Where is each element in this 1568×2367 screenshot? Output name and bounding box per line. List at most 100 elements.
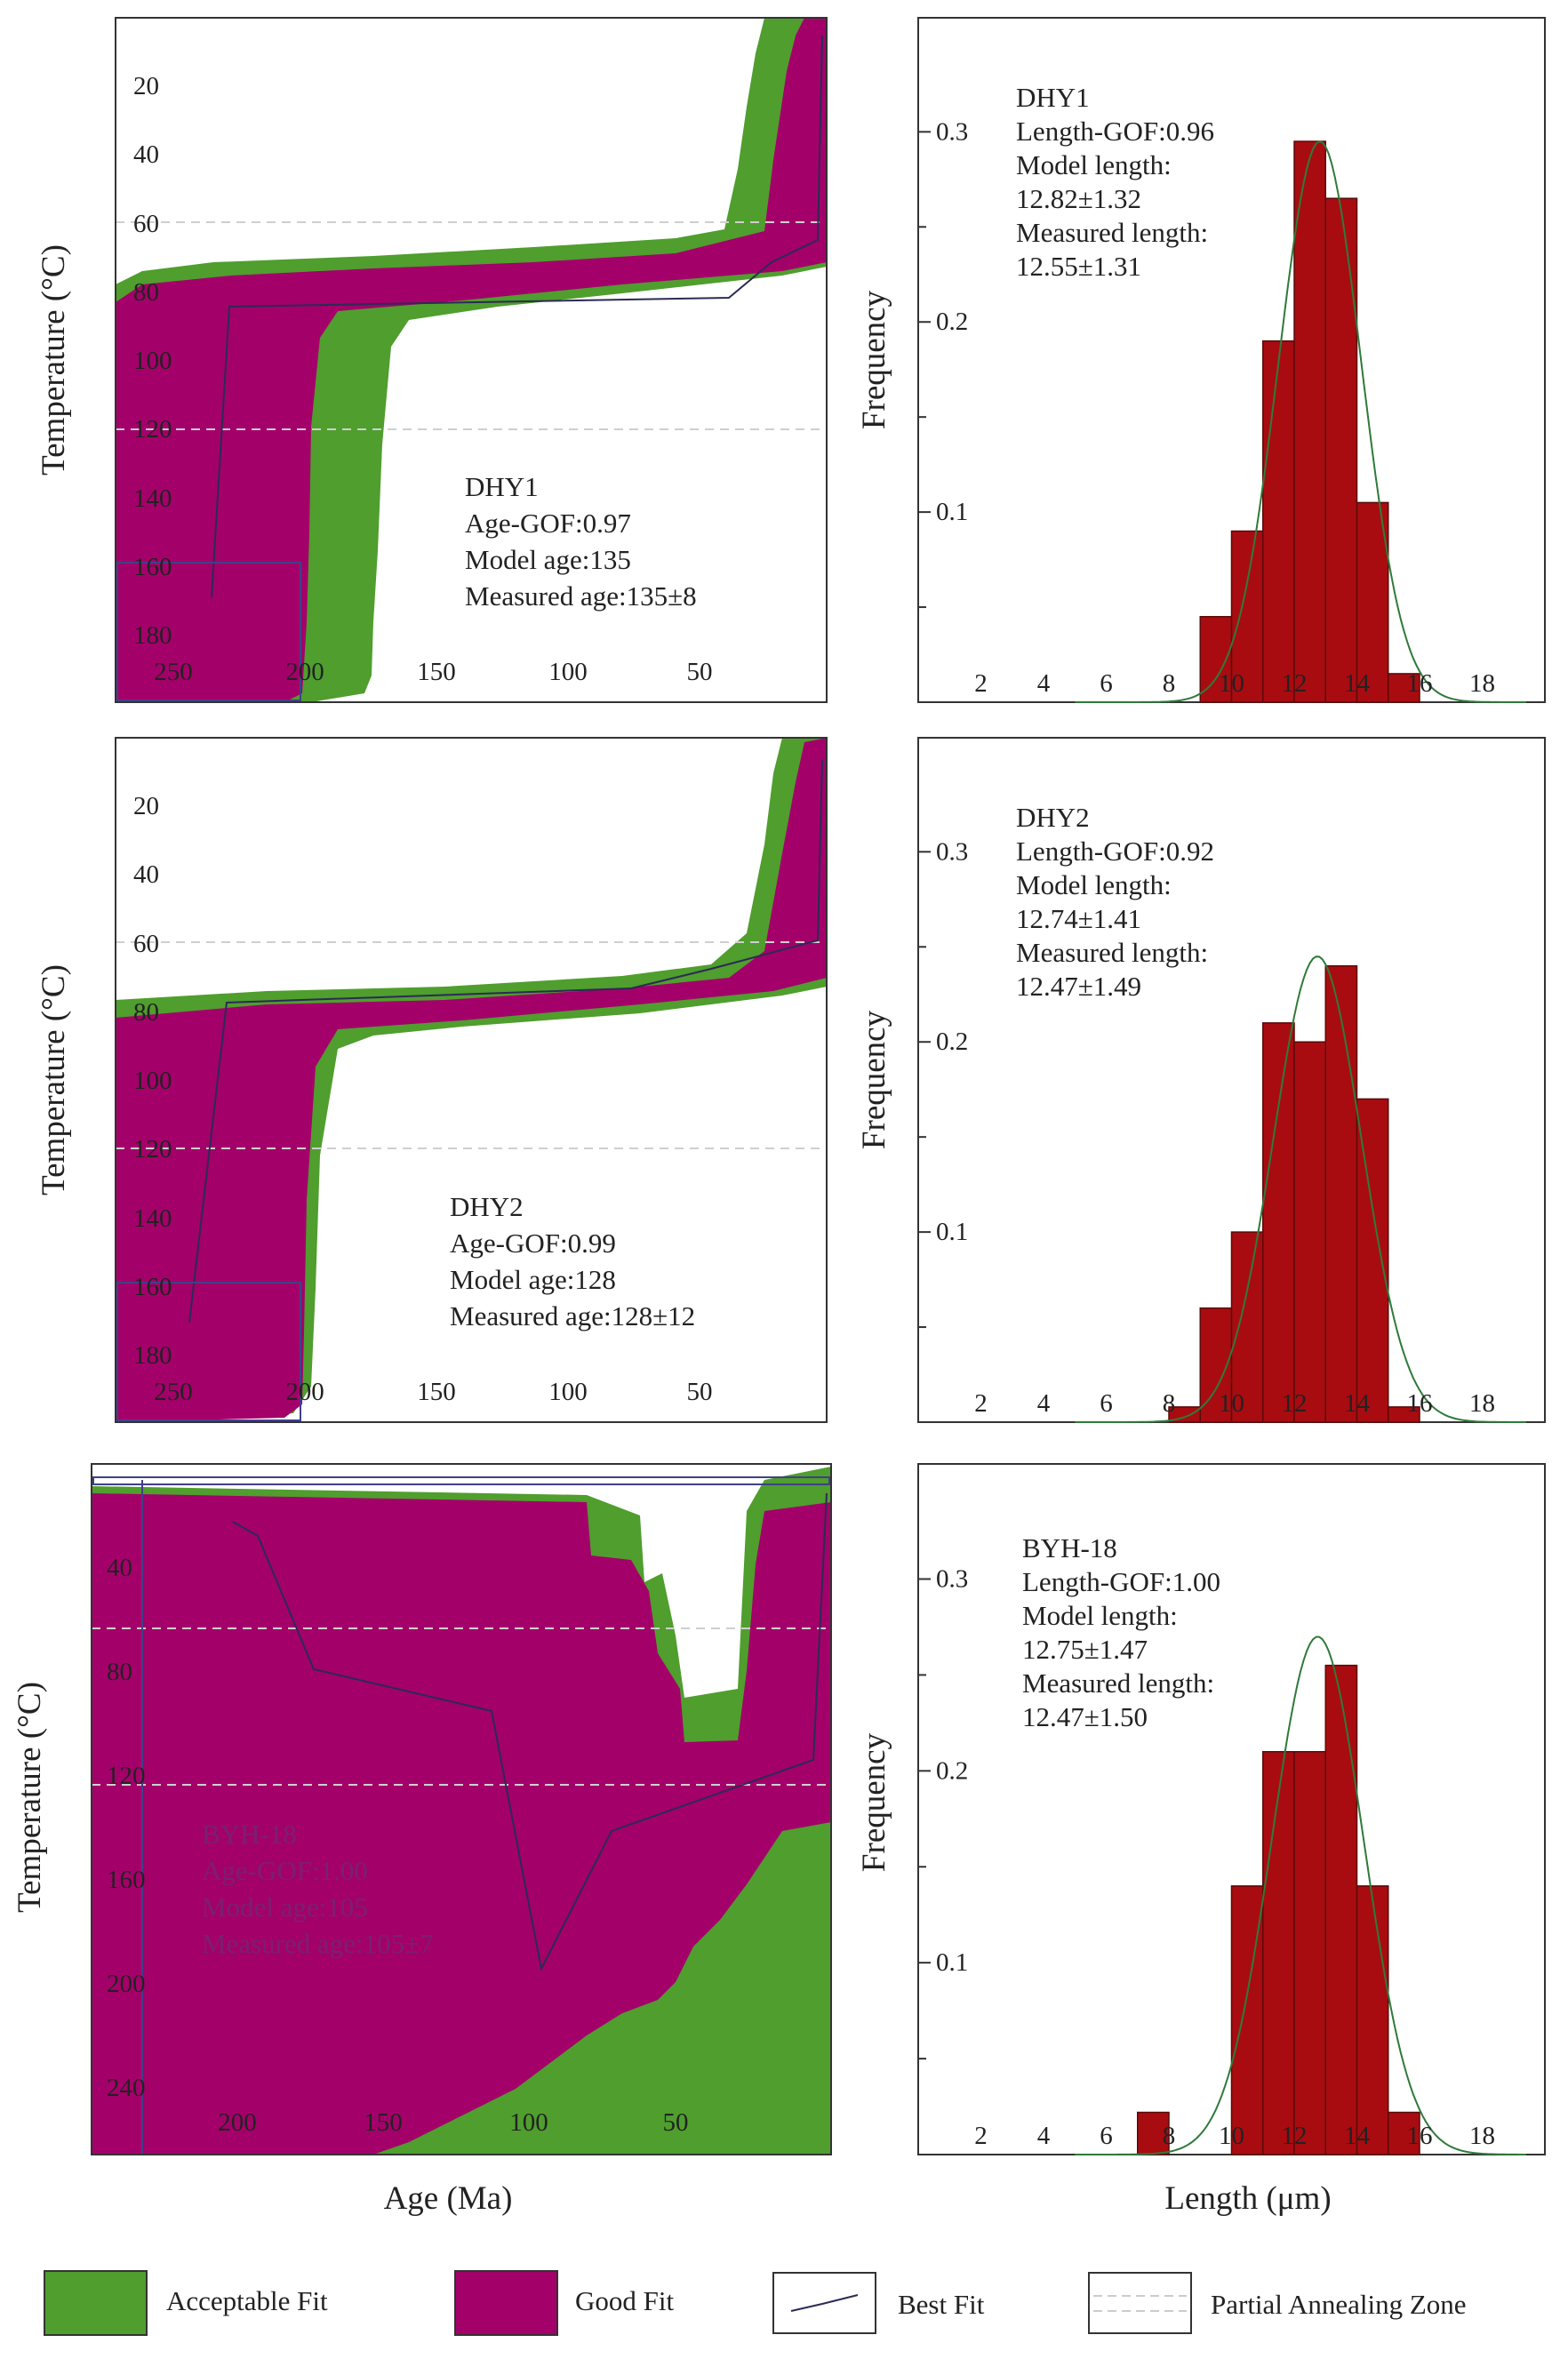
- svg-text:Age-GOF:1.00: Age-GOF:1.00: [202, 1855, 368, 1886]
- x-tick-label: 12: [1282, 669, 1308, 698]
- y-tick-label: 80: [133, 998, 159, 1027]
- histogram-bar: [1293, 1751, 1326, 2155]
- model-length-curve: [1075, 140, 1526, 703]
- histogram-marks: 0.1 0.2 0.3 2 4 6 8 10 12 14 16 18: [918, 837, 1526, 1423]
- histogram-bar: [1293, 1041, 1326, 1423]
- x-tick-label: 18: [1469, 1389, 1495, 1418]
- svg-text:Length-GOF:0.96: Length-GOF:0.96: [1016, 116, 1214, 147]
- x-tick-label: 2: [974, 2122, 988, 2150]
- histogram-bar: [1388, 1406, 1420, 1423]
- x-tick-label: 12: [1282, 1389, 1308, 1418]
- svg-text:Measured age:135±8: Measured age:135±8: [465, 580, 697, 612]
- y-tick-label: 0.1: [936, 1948, 968, 1977]
- plot-frame: [115, 17, 828, 703]
- x-tick-label: 200: [285, 1378, 324, 1406]
- histogram-bar: [1388, 2111, 1420, 2155]
- x-tick-label: 4: [1037, 1389, 1051, 1418]
- svg-text:Measured length:: Measured length:: [1022, 1667, 1214, 1699]
- svg-text:12.47±1.50: 12.47±1.50: [1022, 1701, 1148, 1732]
- x-tick-label: 16: [1407, 669, 1433, 698]
- plot-frame: [91, 1463, 832, 2155]
- x-tick-label: 10: [1219, 1389, 1244, 1418]
- initial-constraint-box: [116, 1282, 301, 1421]
- histogram-bar: [1356, 1885, 1389, 2155]
- panel-annotation: DHY1 Age-GOF:0.97 Model age:135 Measured…: [465, 471, 697, 612]
- panel-annotation: DHY2 Length-GOF:0.92 Model length: 12.74…: [1016, 802, 1214, 1002]
- x-axis-label: Age (Ma): [384, 2180, 513, 2217]
- y-tick-label: 0.1: [936, 1218, 968, 1246]
- y-tick-label: 0.2: [936, 1028, 968, 1056]
- y-axis-label: Temperature (°C): [12, 1682, 48, 1913]
- good-fit-envelope: [92, 1493, 831, 2155]
- panel-annotation: BYH-18 Length-GOF:1.00 Model length: 12.…: [1022, 1532, 1220, 1732]
- x-tick-label: 200: [218, 2108, 257, 2137]
- svg-text:Model length:: Model length:: [1016, 149, 1172, 180]
- x-tick-label: 14: [1344, 1389, 1371, 1418]
- svg-text:DHY2: DHY2: [1016, 802, 1090, 833]
- x-tick-label: 250: [154, 658, 193, 686]
- x-tick-label: 150: [364, 2108, 403, 2137]
- initial-constraint-box: [92, 1476, 830, 1485]
- svg-text:Measured length:: Measured length:: [1016, 937, 1208, 968]
- model-length-curve: [1075, 1635, 1526, 2155]
- good-fit-envelope: [116, 738, 827, 1422]
- y-axis-label: Frequency: [856, 1732, 892, 1872]
- length-histogram-dhy2: 0.1 0.2 0.3 2 4 6 8 10 12 14 16 18 Frequency DHY2 L…: [856, 737, 1546, 1423]
- legend-label-acceptable: Acceptable Fit: [166, 2285, 328, 2316]
- x-tick-label: 50: [687, 658, 713, 686]
- x-tick-label: 6: [1100, 669, 1113, 698]
- svg-text:12.74±1.41: 12.74±1.41: [1016, 903, 1141, 934]
- x-tick-label: 150: [417, 1378, 456, 1406]
- y-tick-label: 20: [133, 792, 159, 820]
- histogram-bar: [1324, 197, 1358, 703]
- svg-text:Model length:: Model length:: [1022, 1600, 1178, 1631]
- x-tick-label: 16: [1407, 1389, 1433, 1418]
- svg-text:Measured length:: Measured length:: [1016, 217, 1208, 248]
- legend: Acceptable Fit Good Fit Best Fit Partial…: [44, 2270, 1467, 2336]
- good-fit-envelope: [116, 18, 827, 702]
- svg-text:Measured age:105±7: Measured age:105±7: [202, 1928, 434, 1959]
- y-tick-label: 140: [133, 484, 172, 513]
- x-tick-label: 14: [1344, 2122, 1371, 2150]
- panel-annotation: DHY1 Length-GOF:0.96 Model length: 12.82…: [1016, 82, 1214, 282]
- legend-label-paz: Partial Annealing Zone: [1211, 2289, 1467, 2320]
- histogram-bar: [1356, 501, 1389, 703]
- y-axis-label: Temperature (°C): [36, 964, 72, 1195]
- histogram-marks: 0.1 0.2 0.3 2 4 6 8 10 12 14 16 18: [918, 1565, 1526, 2155]
- x-tick-label: 200: [285, 658, 324, 686]
- y-tick-label: 160: [107, 1866, 146, 1894]
- histogram-bar: [1324, 964, 1358, 1423]
- svg-text:BYH-18: BYH-18: [202, 1819, 297, 1850]
- x-tick-label: 10: [1219, 2122, 1244, 2150]
- svg-text:Model age:135: Model age:135: [465, 544, 631, 575]
- y-tick-label: 200: [107, 1970, 146, 1998]
- y-tick-label: 0.3: [936, 1565, 968, 1594]
- svg-text:12.75±1.47: 12.75±1.47: [1022, 1634, 1148, 1665]
- model-length-curve: [1075, 956, 1526, 1423]
- histogram-bar: [1262, 1022, 1295, 1423]
- y-tick-label: 40: [107, 1554, 132, 1582]
- thermal-history-byh18: 40 80 120 160 200 240 200 150 100 50 Tem…: [12, 1463, 832, 2217]
- y-tick-label: 40: [133, 860, 159, 889]
- x-tick-label: 14: [1344, 669, 1371, 698]
- y-tick-label: 80: [107, 1658, 132, 1686]
- histogram-bar: [1293, 140, 1326, 703]
- svg-text:Age-GOF:0.99: Age-GOF:0.99: [450, 1227, 616, 1259]
- y-tick-label: 140: [133, 1204, 172, 1233]
- x-tick-label: 2: [974, 1389, 988, 1418]
- svg-text:DHY1: DHY1: [465, 471, 539, 502]
- x-tick-label: 250: [154, 1378, 193, 1406]
- y-tick-label: 0.3: [936, 117, 968, 146]
- y-tick-label: 40: [133, 140, 159, 169]
- legend-label-best: Best Fit: [898, 2289, 985, 2320]
- y-axis-label: Temperature (°C): [36, 244, 72, 476]
- y-tick-label: 20: [133, 72, 159, 100]
- y-tick-label: 240: [107, 2074, 146, 2102]
- legend-swatch-acceptable: [44, 2270, 148, 2336]
- histogram-marks: 0.1 0.2 0.3 2 4 6 8 10 12 14 16 18: [918, 117, 1526, 703]
- y-tick-label: 180: [133, 621, 172, 650]
- histogram-bar: [1137, 2111, 1170, 2155]
- svg-text:Model age:105: Model age:105: [202, 1891, 368, 1923]
- x-tick-label: 8: [1163, 1389, 1176, 1418]
